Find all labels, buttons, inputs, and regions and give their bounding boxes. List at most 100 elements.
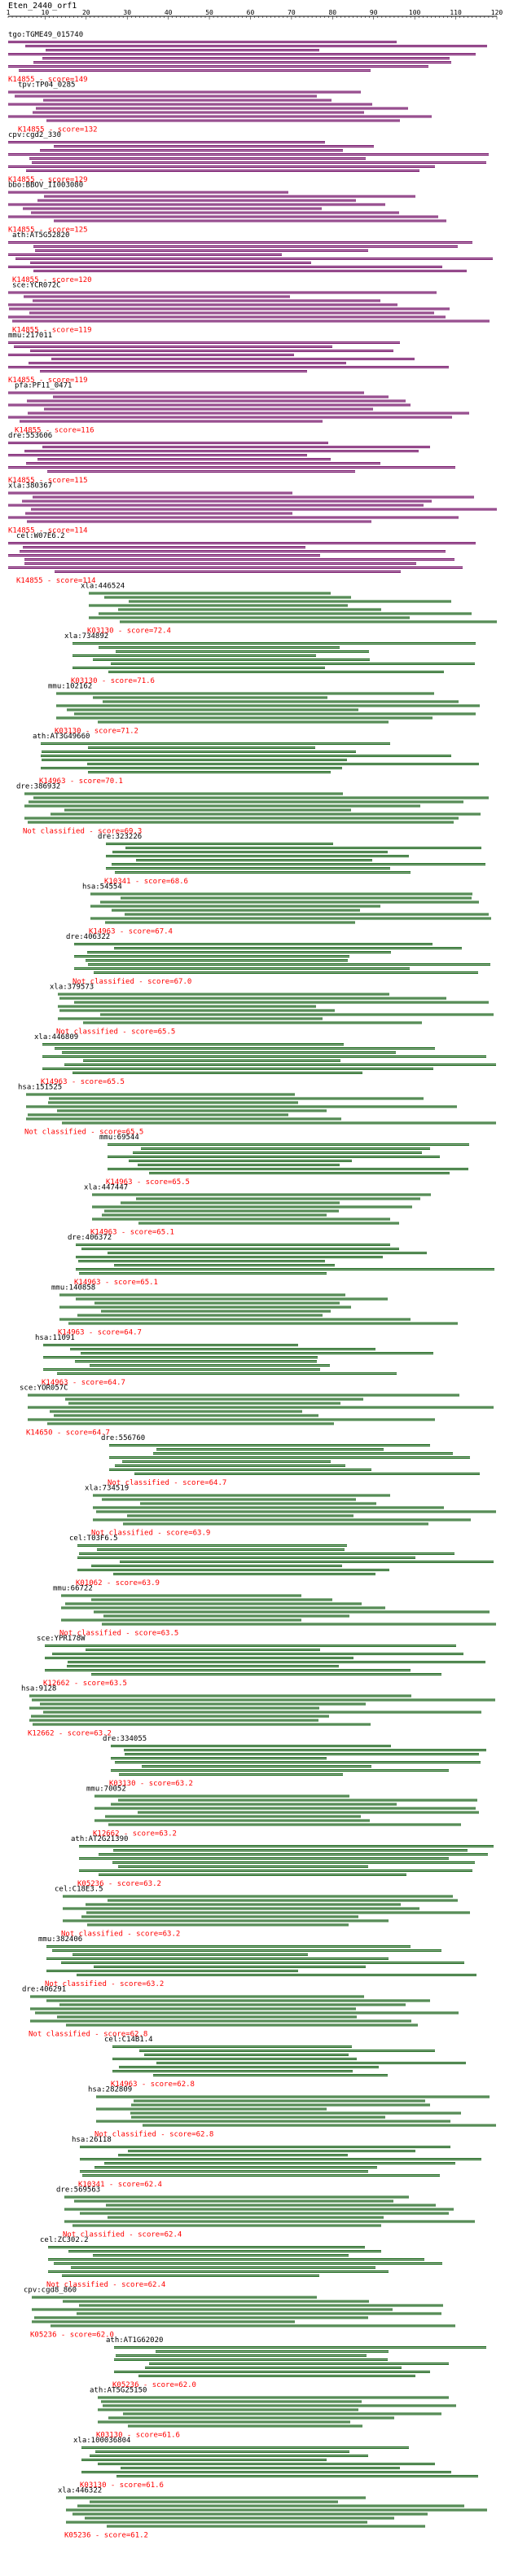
alignment-bar-highlight [57, 1110, 327, 1112]
alignment-bar-highlight [8, 242, 472, 243]
hit-score-label: Not classified - score=67.0 [72, 978, 191, 986]
alignment-bar-highlight [131, 2104, 430, 2106]
alignment-bar-highlight [29, 801, 463, 803]
ruler-label: 90 [370, 9, 378, 16]
hit-name: mmu:69544 [99, 1134, 139, 1142]
alignment-bar-highlight [8, 367, 449, 368]
hit-score-label: K01062 - score=63.9 [76, 1579, 160, 1587]
alignment-bar-highlight [98, 721, 389, 723]
hit-score-label: K03130 - score=61.6 [96, 2432, 180, 2440]
hit-score-label: K12662 - score=63.2 [93, 1830, 177, 1838]
hit-name: hsa:26118 [72, 2136, 112, 2144]
alignment-bar-highlight [112, 1862, 475, 1863]
alignment-bar-highlight [104, 597, 351, 598]
alignment-bar-highlight [8, 142, 325, 143]
alignment-bar-highlight [8, 504, 424, 506]
alignment-bar-highlight [81, 1353, 433, 1354]
hit-score-label: K14650 - score=64.7 [26, 1429, 110, 1438]
alignment-bar-highlight [46, 1958, 389, 1959]
alignment-bar-highlight [113, 1850, 468, 1851]
alignment-bar-highlight [61, 1962, 464, 1963]
alignment-bar-highlight [143, 2125, 496, 2126]
alignment-bar-highlight [36, 108, 408, 109]
hit-name: sce:YOR057C [20, 1385, 68, 1393]
alignment-bar-highlight [108, 2417, 394, 2419]
alignment-bar-highlight [96, 2120, 450, 2122]
hit-score-label: K14963 - score=64.7 [42, 1379, 125, 1387]
alignment-bar-highlight [14, 346, 332, 347]
alignment-bar-highlight [72, 2513, 428, 2515]
alignment-bar-highlight [77, 2505, 464, 2507]
alignment-bar-highlight [25, 513, 292, 514]
alignment-bar-highlight [98, 2421, 350, 2423]
hit-score-label: K14855 - score=149 [8, 76, 88, 84]
alignment-bar-highlight [87, 1924, 349, 1926]
hit-name: hsa:151525 [18, 1084, 62, 1092]
alignment-bar-highlight [118, 1799, 477, 1801]
alignment-bar-highlight [31, 212, 399, 214]
alignment-bar-highlight [26, 1118, 341, 1120]
alignment-bar-highlight [81, 1916, 358, 1918]
alignment-bar-highlight [81, 2459, 327, 2460]
alignment-bar-highlight [115, 1762, 481, 1763]
alignment-bar-highlight [24, 817, 459, 819]
alignment-bar-highlight [71, 2267, 375, 2268]
alignment-bar-highlight [89, 592, 331, 594]
alignment-bar-highlight [92, 1194, 431, 1196]
alignment-bar-highlight [145, 2367, 402, 2368]
alignment-bar-highlight [115, 1465, 345, 1466]
alignment-bar-highlight [122, 1461, 331, 1462]
alignment-bar-highlight [121, 897, 472, 899]
alignment-bar-highlight [138, 1812, 479, 1813]
hit-score-label: Not classified - score=62.8 [29, 2031, 147, 2039]
alignment-bar-highlight [111, 1758, 327, 1759]
hit-name: mmu:66722 [53, 1585, 93, 1593]
ruler-label: 120 [491, 9, 503, 16]
alignment-bar-highlight [43, 1369, 320, 1370]
alignment-bar-highlight [149, 2363, 449, 2364]
alignment-bar-highlight [72, 1072, 362, 1073]
alignment-bar-highlight [112, 909, 360, 911]
alignment-bar-highlight [153, 2075, 388, 2076]
alignment-bar-highlight [99, 1874, 406, 1875]
alignment-bar-highlight [72, 667, 325, 668]
alignment-bar-highlight [112, 864, 485, 865]
alignment-bar-highlight [66, 2024, 418, 2026]
hit-score-label: K14963 - score=62.8 [111, 2081, 195, 2089]
hit-name: mmu:382406 [38, 1935, 82, 1944]
alignment-bar-highlight [101, 1310, 331, 1312]
hit-score-label: Not classified - score=62.8 [94, 2131, 213, 2139]
alignment-bar-highlight [31, 1715, 329, 1717]
hit-name: dre:323226 [98, 833, 142, 841]
alignment-bar-highlight [33, 300, 380, 302]
alignment-bar-highlight [127, 1515, 354, 1517]
alignment-bar-highlight [94, 1795, 349, 1797]
alignment-bar-highlight [83, 1060, 340, 1061]
alignment-bar-highlight [129, 1160, 352, 1161]
alignment-bar-highlight [116, 651, 369, 652]
hit-name: mmu:217011 [8, 332, 52, 340]
hit-score-label: Not classified - score=65.5 [24, 1129, 143, 1137]
hit-score-label: K14855 - score=115 [8, 477, 88, 485]
alignment-bar-highlight [43, 1711, 481, 1713]
alignment-bar-highlight [142, 1766, 371, 1767]
alignment-bar-highlight [79, 2305, 443, 2306]
alignment-bar-highlight [31, 509, 497, 510]
alignment-bar-highlight [56, 717, 433, 719]
alignment-bar-highlight [28, 412, 469, 414]
alignment-bar-highlight [50, 1411, 302, 1412]
alignment-bar-highlight [74, 2200, 393, 2202]
hit-name: ath:AT1G62020 [106, 2336, 163, 2345]
alignment-bar-highlight [131, 2116, 385, 2118]
hit-score-label: K05236 - score=61.2 [64, 2532, 148, 2540]
ruler-label: 70 [288, 9, 296, 16]
hit-name: dre:386932 [16, 783, 60, 791]
alignment-bar-highlight [86, 1649, 320, 1650]
alignment-bar-highlight [29, 312, 434, 314]
alignment-bar-highlight [106, 2204, 436, 2206]
hit-name: xla:379573 [50, 984, 94, 992]
hit-name: cpv:cgd8_860 [24, 2287, 77, 2295]
alignment-bar-highlight [59, 1306, 351, 1308]
alignment-bar-highlight [109, 1469, 371, 1470]
alignment-bar-highlight [70, 1349, 375, 1350]
